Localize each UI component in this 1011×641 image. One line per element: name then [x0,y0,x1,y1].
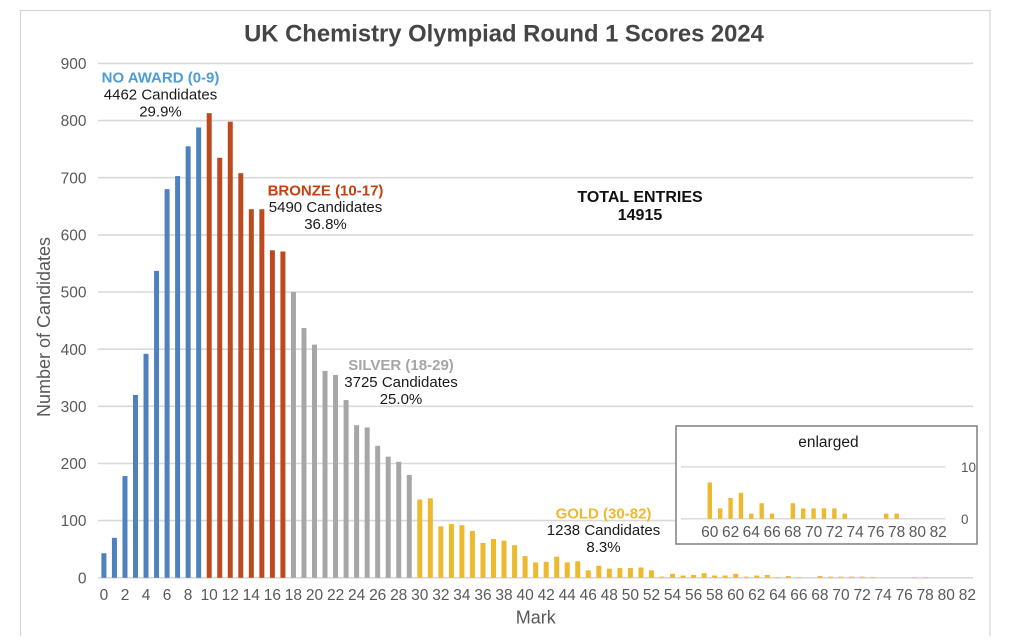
svg-text:200: 200 [61,456,87,473]
svg-text:36: 36 [474,587,491,604]
svg-text:52: 52 [643,587,660,604]
svg-text:80: 80 [909,524,927,541]
svg-text:300: 300 [61,399,87,416]
svg-text:60: 60 [727,587,745,604]
svg-text:66: 66 [763,524,780,541]
svg-text:14: 14 [243,587,261,604]
svg-text:TOTAL ENTRIES: TOTAL ENTRIES [577,189,703,206]
svg-text:80: 80 [938,587,956,604]
svg-text:54: 54 [664,587,682,604]
svg-text:70: 70 [805,524,823,541]
svg-text:62: 62 [748,587,765,604]
svg-text:76: 76 [896,587,913,604]
svg-text:5490 Candidates: 5490 Candidates [269,199,382,216]
svg-text:UK Chemistry Olympiad Round 1: UK Chemistry Olympiad Round 1 Scores 202… [244,21,764,48]
svg-text:10: 10 [201,587,219,604]
svg-text:24: 24 [348,587,366,604]
svg-text:4462 Candidates: 4462 Candidates [104,87,217,104]
svg-text:68: 68 [784,524,801,541]
svg-text:800: 800 [61,113,87,130]
svg-text:8.3%: 8.3% [586,539,620,556]
svg-text:3725 Candidates: 3725 Candidates [344,374,457,391]
svg-text:40: 40 [516,587,534,604]
svg-text:16: 16 [264,587,281,604]
svg-text:Number of Candidates: Number of Candidates [34,237,54,417]
svg-text:36.8%: 36.8% [304,216,347,233]
svg-text:4: 4 [142,587,151,604]
svg-text:72: 72 [826,524,843,541]
svg-text:10: 10 [961,460,976,475]
svg-text:74: 74 [874,587,892,604]
svg-text:2: 2 [121,587,130,604]
svg-text:72: 72 [853,587,870,604]
svg-text:26: 26 [369,587,386,604]
svg-text:0: 0 [78,570,87,587]
svg-text:1238 Candidates: 1238 Candidates [547,522,660,539]
svg-text:BRONZE (10-17): BRONZE (10-17) [268,182,384,199]
svg-text:78: 78 [888,524,905,541]
svg-text:8: 8 [184,587,193,604]
svg-text:100: 100 [61,513,87,530]
svg-text:18: 18 [285,587,302,604]
svg-text:SILVER (18-29): SILVER (18-29) [348,357,454,374]
svg-text:34: 34 [453,587,471,604]
svg-text:28: 28 [390,587,407,604]
svg-text:25.0%: 25.0% [380,391,423,408]
svg-text:70: 70 [832,587,850,604]
svg-text:38: 38 [495,587,512,604]
svg-text:48: 48 [601,587,618,604]
svg-text:14915: 14915 [618,207,663,224]
svg-text:600: 600 [61,228,87,245]
svg-text:62: 62 [722,524,739,541]
svg-text:6: 6 [163,587,172,604]
svg-text:44: 44 [559,587,577,604]
svg-text:64: 64 [743,524,761,541]
svg-text:64: 64 [769,587,787,604]
svg-text:82: 82 [930,524,947,541]
svg-text:46: 46 [580,587,597,604]
svg-text:58: 58 [706,587,723,604]
svg-text:32: 32 [432,587,449,604]
svg-text:60: 60 [701,524,719,541]
svg-text:50: 50 [622,587,640,604]
svg-text:78: 78 [917,587,934,604]
svg-text:66: 66 [790,587,807,604]
svg-text:400: 400 [61,342,87,359]
svg-text:enlarged: enlarged [798,434,858,451]
svg-text:29.9%: 29.9% [139,103,182,120]
svg-text:Mark: Mark [516,608,557,628]
svg-text:56: 56 [685,587,702,604]
svg-text:NO AWARD (0-9): NO AWARD (0-9) [102,70,220,87]
svg-text:500: 500 [61,285,87,302]
svg-text:700: 700 [61,170,87,187]
svg-text:76: 76 [867,524,884,541]
svg-text:20: 20 [306,587,324,604]
svg-text:GOLD (30-82): GOLD (30-82) [556,505,652,522]
svg-text:30: 30 [411,587,429,604]
svg-text:0: 0 [961,512,969,527]
svg-text:22: 22 [327,587,344,604]
svg-text:0: 0 [100,587,109,604]
svg-text:900: 900 [61,56,87,73]
svg-text:82: 82 [959,587,976,604]
svg-text:68: 68 [811,587,828,604]
svg-text:42: 42 [538,587,555,604]
svg-text:12: 12 [222,587,239,604]
svg-text:74: 74 [846,524,864,541]
